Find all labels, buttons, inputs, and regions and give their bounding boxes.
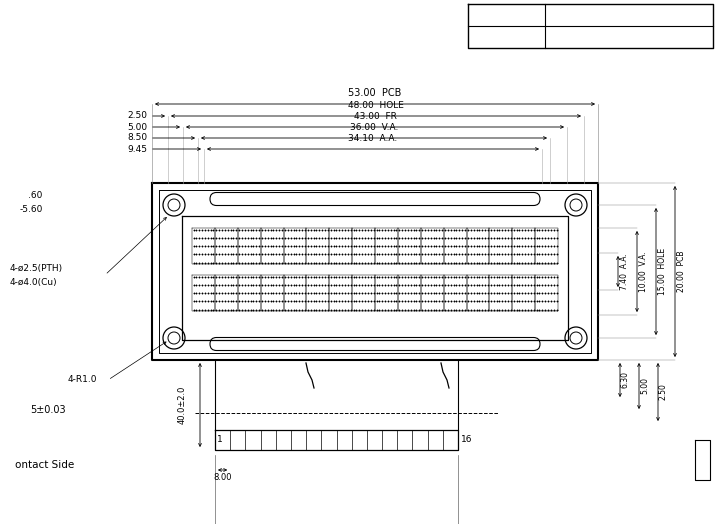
Text: 36.00  V.A.: 36.00 V.A. — [350, 123, 398, 132]
Text: 8.50: 8.50 — [127, 134, 147, 143]
Text: 34.10  A.A.: 34.10 A.A. — [348, 134, 398, 143]
Text: 20.00  PCB: 20.00 PCB — [677, 251, 686, 292]
Text: ontact Side: ontact Side — [15, 460, 75, 470]
Text: 10.00  V.A.: 10.00 V.A. — [639, 251, 648, 292]
Text: 53.00  PCB: 53.00 PCB — [348, 88, 402, 98]
Text: 7.40  A.A.: 7.40 A.A. — [620, 253, 629, 290]
Text: 5.00: 5.00 — [127, 123, 147, 132]
Text: 15.00  HOLE: 15.00 HOLE — [658, 248, 667, 295]
Text: 5±0.03: 5±0.03 — [30, 405, 66, 415]
Text: 1: 1 — [217, 435, 223, 444]
Text: 9.45: 9.45 — [127, 145, 147, 154]
Text: 8.00: 8.00 — [214, 474, 232, 483]
Text: 4-R1.0: 4-R1.0 — [68, 376, 98, 385]
Text: 2.50: 2.50 — [127, 112, 147, 121]
Text: 4-ø2.5(PTH): 4-ø2.5(PTH) — [10, 264, 63, 272]
Text: 4-ø4.0(Cu): 4-ø4.0(Cu) — [10, 278, 57, 287]
Text: 2.50: 2.50 — [659, 384, 668, 400]
Text: 6.30: 6.30 — [621, 372, 630, 388]
Text: 16: 16 — [461, 435, 473, 444]
Text: -5.60: -5.60 — [20, 205, 43, 214]
Text: 40.0±2.0: 40.0±2.0 — [178, 386, 187, 424]
Text: 48.00  HOLE: 48.00 HOLE — [348, 101, 404, 110]
Text: 5.00: 5.00 — [640, 377, 649, 395]
Text: .60: .60 — [28, 191, 42, 201]
Text: 43.00  FR: 43.00 FR — [353, 112, 397, 121]
